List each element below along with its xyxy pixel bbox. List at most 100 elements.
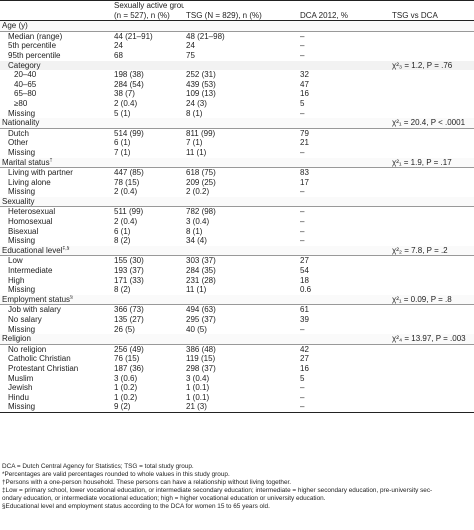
sexually-active-cell: [112, 20, 184, 32]
tsg-cell: 8 (1): [186, 226, 203, 236]
footnote-line: DCA = Dutch Central Agency for Statistic…: [2, 463, 194, 470]
tsg-cell: 2 (0.2): [186, 187, 210, 197]
row-label: Catholic Christian: [8, 354, 71, 364]
row-label: Intermediate: [8, 266, 53, 276]
tsg-cell: [184, 20, 298, 32]
comparison-cell: χ²₄ = 13.97, P = .003: [390, 334, 474, 345]
tsg-cell: 34 (4): [186, 236, 207, 246]
sexually-active-cell: 366 (73): [114, 305, 144, 315]
comparison-cell: [390, 305, 474, 315]
row-label: High: [8, 275, 25, 285]
row-label: Category: [0, 60, 112, 71]
dca-cell: [298, 245, 390, 257]
sexually-active-cell: 1 (0.2): [114, 383, 138, 393]
sexually-active-cell: 68: [114, 50, 123, 60]
tsg-cell: 48 (21–98): [186, 31, 225, 41]
dca-cell: 5: [300, 373, 305, 383]
table-row: Dutch 514 (99) 811 (99) 79: [0, 128, 474, 138]
table-row: ≥80 2 (0.4) 24 (3) 5: [0, 99, 474, 109]
sexually-active-cell: 511 (99): [114, 207, 144, 217]
header-tsg: TSG (N = 829), n (%): [184, 0, 298, 22]
sexually-active-cell: 256 (49): [114, 344, 144, 354]
dca-cell: [298, 196, 390, 208]
footnote-line: ondary education, or intermediate vocati…: [2, 495, 326, 502]
table-row: High 171 (33) 231 (28) 18: [0, 276, 474, 286]
sexually-active-cell: 7 (1): [114, 147, 131, 157]
header-blank: [0, 0, 112, 22]
table-row: Category χ²₃ = 1.2, P = .76: [0, 60, 474, 71]
table-row: Hindu 1 (0.2) 1 (0.1) –: [0, 393, 474, 403]
footnote-line: *Percentages are valid percentages round…: [2, 471, 230, 478]
dca-cell: [298, 118, 390, 129]
dca-cell: 16: [300, 89, 309, 99]
row-label: Missing: [8, 187, 36, 197]
comparison-cell: [390, 383, 474, 393]
tsg-cell: [184, 294, 298, 306]
row-label: Missing: [8, 147, 36, 157]
table-header: Sexually active group (n = 527), n (%) TS…: [0, 0, 474, 22]
dca-cell: –: [300, 392, 305, 402]
tsg-cell: 3 (0.4): [186, 373, 210, 383]
dca-cell: 32: [300, 70, 309, 80]
table-row: Heterosexual 511 (99) 782 (98) –: [0, 207, 474, 217]
comparison-cell: [390, 128, 474, 138]
row-label: Heterosexual: [8, 207, 56, 217]
dca-cell: 79: [300, 128, 309, 138]
sexually-active-cell: 8 (2): [114, 285, 131, 295]
table-row: 65–80 38 (7) 109 (13) 16: [0, 89, 474, 99]
tsg-cell: 284 (35): [186, 266, 216, 276]
sexually-active-cell: 171 (33): [114, 275, 144, 285]
tsg-cell: 109 (13): [186, 89, 216, 99]
sexually-active-cell: [112, 60, 184, 71]
row-label: 40–65: [14, 79, 37, 89]
row-label: Homosexual: [8, 217, 53, 227]
dca-cell: 5: [300, 98, 305, 108]
dca-cell: 0.6: [300, 285, 312, 295]
dca-cell: 21: [300, 138, 309, 148]
sexually-active-cell: 6 (1): [114, 138, 131, 148]
dca-cell: [298, 157, 390, 169]
table-row: Muslim 3 (0.6) 3 (0.4) 5: [0, 374, 474, 384]
dca-cell: [298, 334, 390, 345]
sexually-active-cell: 514 (99): [114, 128, 144, 138]
row-label: Marital status†: [0, 157, 112, 169]
tsg-cell: [184, 334, 298, 345]
comparison-cell: [390, 99, 474, 109]
table-row: 5th percentile 24 24 –: [0, 41, 474, 51]
dca-cell: –: [300, 50, 305, 60]
sexually-active-cell: [112, 294, 184, 306]
dca-cell: –: [300, 324, 305, 334]
tsg-cell: 1 (0.1): [186, 383, 210, 393]
sexually-active-cell: [112, 196, 184, 208]
comparison-cell: [390, 344, 474, 354]
section-row: Sexuality: [0, 196, 474, 208]
dca-cell: 83: [300, 168, 309, 178]
dca-cell: 54: [300, 266, 309, 276]
dca-cell: 47: [300, 79, 309, 89]
comparison-cell: [390, 187, 474, 197]
comparison-cell: [390, 207, 474, 217]
row-label: Sexuality: [0, 196, 112, 208]
table-row: Missing 26 (5) 40 (5) –: [0, 325, 474, 335]
sexually-active-cell: 2 (0.4): [114, 187, 138, 197]
header-dca: DCA 2012, %: [298, 0, 390, 22]
footnote-line: ‡Low = primary school, lower vocational …: [2, 487, 433, 494]
dca-cell: –: [300, 217, 305, 227]
sexually-active-cell: 76 (15): [114, 354, 140, 364]
comparison-cell: [390, 80, 474, 90]
tsg-cell: 618 (75): [186, 168, 216, 178]
comparison-cell: χ²₁ = 0.09, P = .8: [390, 294, 474, 306]
table-row: Jewish 1 (0.2) 1 (0.1) –: [0, 383, 474, 393]
tsg-cell: 3 (0.4): [186, 217, 210, 227]
row-label: Nationality: [0, 118, 112, 129]
table-row: Missing 7 (1) 11 (1) –: [0, 148, 474, 158]
tsg-cell: 21 (3): [184, 402, 298, 413]
dca-cell: –: [300, 187, 305, 197]
comparison-cell: [390, 402, 474, 413]
row-label: Educational level‡,§: [0, 245, 112, 257]
comparison-cell: [390, 178, 474, 188]
table-row: Catholic Christian 76 (15) 119 (15) 27: [0, 354, 474, 364]
comparison-cell: [390, 364, 474, 374]
tsg-cell: 252 (31): [186, 70, 216, 80]
section-row: Religion χ²₄ = 13.97, P = .003: [0, 334, 474, 345]
